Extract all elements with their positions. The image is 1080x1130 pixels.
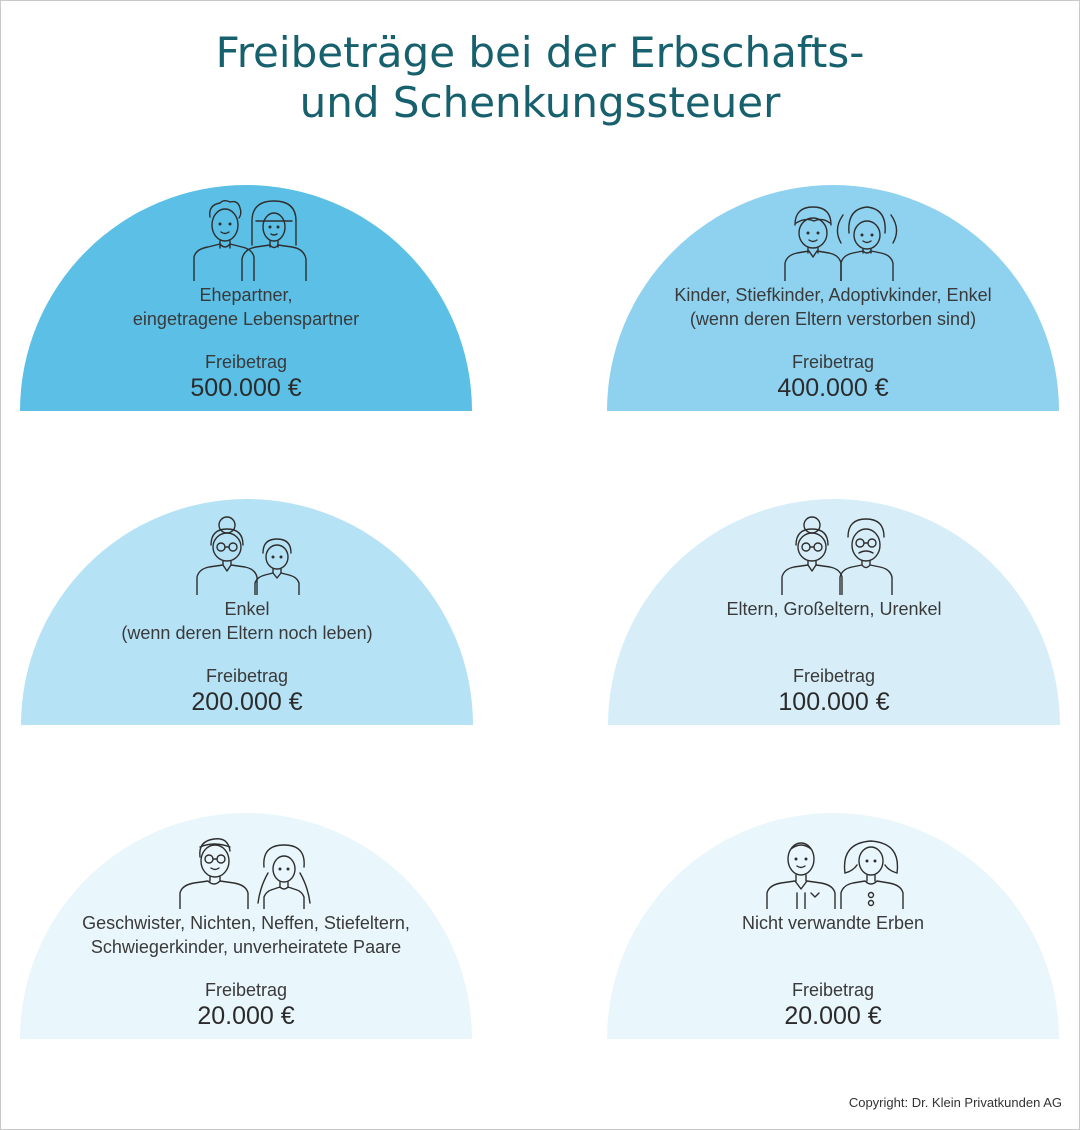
card-label-line-2: (wenn deren Eltern noch leben) <box>121 623 373 643</box>
freibetrag-label: Freibetrag <box>204 352 288 372</box>
card-geschwister: Geschwister, Nichten, Neffen, Stiefelter… <box>20 813 472 1039</box>
card-label-line-2: eingetragene Lebenspartner <box>132 309 360 329</box>
card-icons <box>20 197 472 281</box>
freibetrag-label: Freibetrag <box>791 980 875 1000</box>
card-label: Enkel (wenn deren Eltern noch leben) <box>21 597 473 645</box>
card-label-line-1: Enkel <box>224 599 270 619</box>
card-label: Ehepartner, eingetragene Lebenspartner <box>20 283 472 331</box>
card-icons <box>20 825 472 909</box>
freibetrag-amount: 200.000 € <box>191 688 303 716</box>
card-label: Geschwister, Nichten, Neffen, Stiefelter… <box>20 911 472 959</box>
card-eltern: Eltern, Großeltern, Urenkel Freibetrag 1… <box>608 499 1060 725</box>
card-enkel: Enkel (wenn deren Eltern noch leben) Fre… <box>21 499 473 725</box>
man-in-suit-icon <box>766 842 836 909</box>
card-label-line-2: (wenn deren Eltern verstorben sind) <box>689 309 977 329</box>
card-icons <box>608 511 1060 595</box>
grandfather-icon <box>839 518 893 595</box>
card-nicht-verwandt: Nicht verwandte Erben Freibetrag 20.000 … <box>607 813 1059 1039</box>
grandmother-icon <box>781 516 843 595</box>
card-label-line-1: Eltern, Großeltern, Urenkel <box>726 599 942 619</box>
card-label: Nicht verwandte Erben <box>607 911 1059 935</box>
freibetrag-amount: 20.000 € <box>784 1002 882 1030</box>
freibetrag-label: Freibetrag <box>205 666 289 686</box>
girl-icon <box>836 206 898 281</box>
card-label-line-1: Ehepartner, <box>199 285 293 305</box>
card-label: Kinder, Stiefkinder, Adoptivkinder, Enke… <box>607 283 1059 331</box>
freibetrag-amount: 20.000 € <box>197 1002 295 1030</box>
card-icons <box>607 825 1059 909</box>
card-label: Eltern, Großeltern, Urenkel <box>608 597 1060 621</box>
man-icon <box>193 200 255 281</box>
man-with-glasses-icon <box>179 838 249 909</box>
freibetrag-label: Freibetrag <box>791 352 875 372</box>
title-line-1: Freibeträge bei der Erbschafts- <box>215 28 865 77</box>
freibetrag-amount: 500.000 € <box>190 374 302 402</box>
page-title: Freibeträge bei der Erbschafts- und Sche… <box>0 28 1080 128</box>
boy-icon <box>784 206 842 281</box>
girl-with-braids-icon <box>257 844 311 909</box>
card-kinder: Kinder, Stiefkinder, Adoptivkinder, Enke… <box>607 185 1059 411</box>
freibetrag-amount: 100.000 € <box>778 688 890 716</box>
card-label-line-1: Geschwister, Nichten, Neffen, Stiefelter… <box>82 913 410 933</box>
freibetrag-label: Freibetrag <box>204 980 288 1000</box>
card-label-line-1: Nicht verwandte Erben <box>741 913 925 933</box>
card-icons <box>21 511 473 595</box>
woman-icon <box>840 840 904 909</box>
card-ehepartner: Ehepartner, eingetragene Lebenspartner F… <box>20 185 472 411</box>
freibetrag-label: Freibetrag <box>792 666 876 686</box>
woman-icon <box>241 200 307 281</box>
card-icons <box>607 197 1059 281</box>
freibetrag-amount: 400.000 € <box>777 374 889 402</box>
grandmother-icon <box>196 516 258 595</box>
card-label-line-2: Schwiegerkinder, unverheiratete Paare <box>90 937 402 957</box>
copyright-notice: Copyright: Dr. Klein Privatkunden AG <box>848 1095 1062 1110</box>
title-line-2: und Schenkungssteuer <box>299 78 781 127</box>
card-label-line-1: Kinder, Stiefkinder, Adoptivkinder, Enke… <box>674 285 992 305</box>
boy-icon <box>254 538 300 595</box>
